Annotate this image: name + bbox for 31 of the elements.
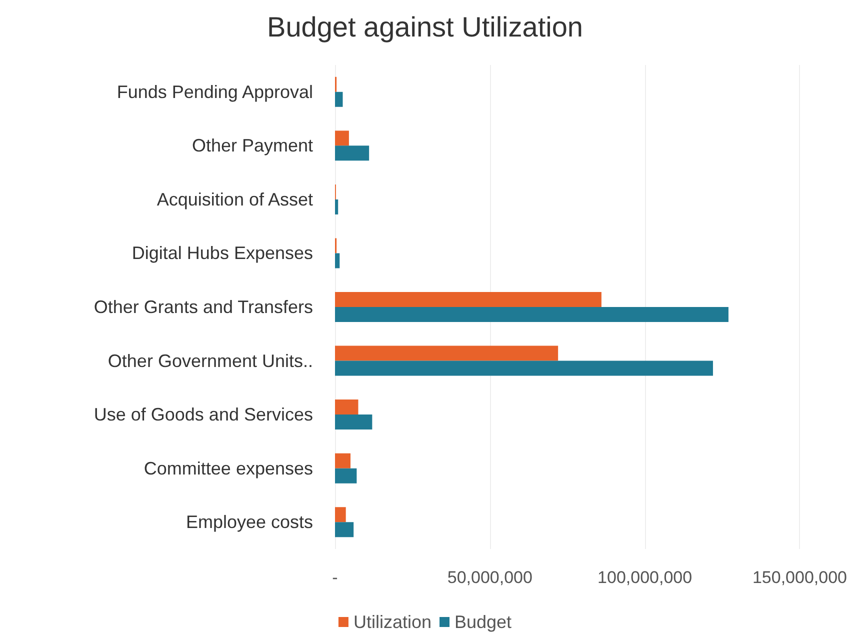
bar: [335, 507, 346, 522]
y-tick-label: Funds Pending Approval: [116, 82, 313, 102]
bar: [335, 92, 343, 107]
chart-title: Budget against Utilization: [267, 12, 583, 42]
y-tick-label: Acquisition of Asset: [156, 189, 313, 210]
x-tick-label: 50,000,000: [447, 568, 532, 587]
y-tick-label: Employee costs: [186, 512, 313, 532]
bar: [335, 360, 713, 376]
y-tick-label: Committee expenses: [144, 458, 313, 478]
y-tick-label: Other Grants and Transfers: [94, 297, 313, 317]
x-tick-label: 100,000,000: [598, 568, 692, 587]
bar: [335, 453, 350, 468]
bar: [335, 468, 357, 484]
legend-label: Budget: [454, 612, 512, 632]
y-tick-label: Digital Hubs Expenses: [132, 243, 313, 264]
bar: [335, 292, 602, 307]
bar: [335, 307, 728, 322]
y-tick-label: Other Government Units..: [108, 350, 313, 371]
bar: [335, 199, 338, 214]
legend-label: Utilization: [353, 612, 432, 632]
bar: [335, 414, 372, 430]
bar: [335, 522, 354, 538]
y-tick-label: Use of Goods and Services: [94, 404, 313, 425]
y-tick-label: Other Payment: [192, 136, 313, 156]
bar: [335, 146, 370, 161]
bar: [335, 400, 358, 415]
bar: [335, 253, 340, 268]
x-tick-label: 150,000,000: [752, 568, 848, 587]
bar: [335, 346, 558, 361]
x-tick-label: -: [332, 568, 338, 587]
bar: [335, 130, 349, 146]
